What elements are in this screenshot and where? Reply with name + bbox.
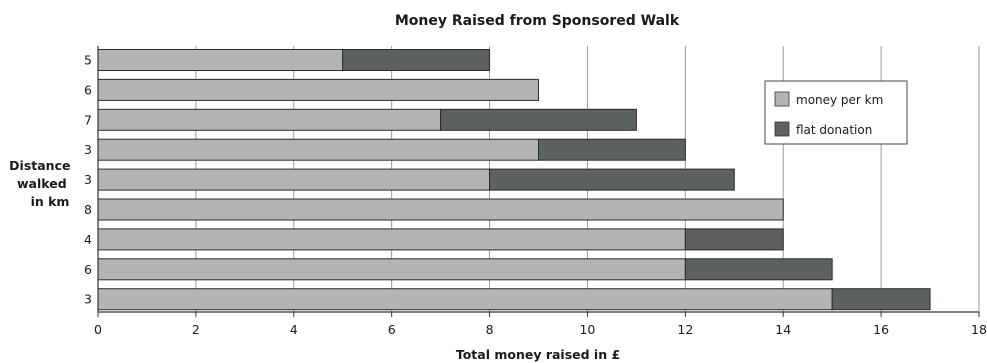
- bar-row-9-flat-donation: [831, 288, 931, 311]
- bar-row-1-money-per-km: [97, 49, 344, 71]
- y-tick-label-row-5: 3: [84, 172, 92, 187]
- y-axis-title-line-3: in km: [31, 194, 70, 209]
- x-tick-label-18: 18: [971, 322, 987, 337]
- y-axis-title-line-1: Distance: [9, 158, 70, 173]
- y-tick-label-row-8: 6: [84, 262, 92, 277]
- bar-row-8-flat-donation: [684, 258, 833, 281]
- x-tick-label-8: 8: [486, 322, 494, 337]
- bar-row-7-flat-donation: [684, 228, 784, 251]
- y-tick-label-row-1: 5: [84, 53, 92, 68]
- bar-row-1-flat-donation: [342, 49, 491, 71]
- legend-swatch-money-per-km: [774, 91, 790, 107]
- axes: [97, 46, 980, 317]
- legend-label-flat-donation: flat donation: [796, 123, 872, 137]
- x-tick-label-16: 16: [873, 322, 889, 337]
- x-tick-label-0: 0: [94, 322, 102, 337]
- bar-row-7-money-per-km: [97, 228, 686, 251]
- y-axis-title: Distance walked in km: [9, 158, 75, 209]
- y-tick-label-row-7: 4: [84, 232, 92, 247]
- bars: [97, 49, 931, 311]
- x-tick-label-14: 14: [775, 322, 791, 337]
- bar-row-5-money-per-km: [97, 168, 491, 191]
- x-tick-labels: 0 2 4 6 8 10 12 14 16 18: [94, 322, 987, 337]
- y-tick-label-row-9: 3: [84, 292, 92, 307]
- chart-title: Money Raised from Sponsored Walk: [395, 13, 680, 29]
- y-tick-label-row-3: 7: [84, 112, 92, 127]
- bar-row-9-money-per-km: [97, 288, 833, 311]
- bar-row-3-money-per-km: [97, 108, 442, 131]
- y-tick-label-row-2: 6: [84, 82, 92, 97]
- bar-row-4-money-per-km: [97, 138, 539, 161]
- legend-swatch-flat-donation: [774, 121, 790, 137]
- bar-row-6-money-per-km: [97, 198, 784, 221]
- y-tick-label-row-4: 3: [84, 142, 92, 157]
- x-tick-label-12: 12: [677, 322, 693, 337]
- y-tick-labels: 5 6 7 3 3 8 4 6 3: [84, 53, 92, 307]
- bar-row-2-money-per-km: [97, 78, 539, 101]
- x-tick-label-6: 6: [388, 322, 396, 337]
- x-tick-label-4: 4: [290, 322, 298, 337]
- bar-row-8-money-per-km: [97, 258, 686, 281]
- bar-row-5-flat-donation: [489, 168, 735, 191]
- legend-label-money-per-km: money per km: [796, 93, 883, 107]
- x-axis-title: Total money raised in £: [456, 347, 620, 362]
- x-tick-label-10: 10: [579, 322, 595, 337]
- y-axis-title-line-2: walked: [17, 176, 67, 191]
- y-tick-label-row-6: 8: [84, 202, 92, 217]
- bar-row-4-flat-donation: [538, 138, 686, 161]
- legend: money per km flat donation: [764, 80, 908, 145]
- bar-row-3-flat-donation: [440, 108, 637, 131]
- x-tick-label-2: 2: [192, 322, 200, 337]
